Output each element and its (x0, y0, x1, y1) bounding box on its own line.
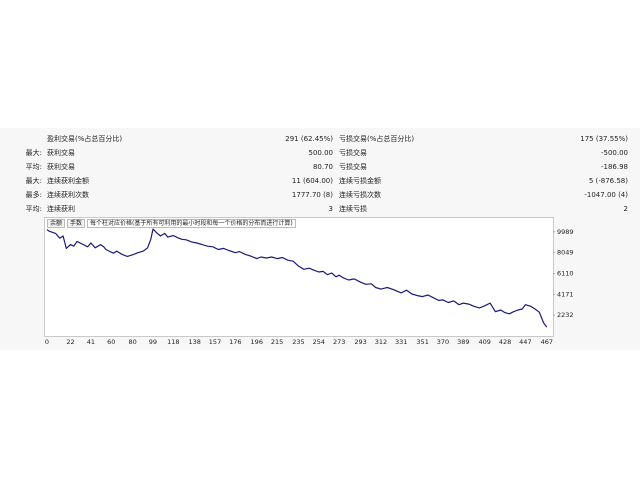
x-tick-label: 235 (292, 338, 304, 346)
tab-lots[interactable]: 手数 (67, 219, 86, 228)
x-tick-label: 273 (333, 338, 345, 346)
stats-row: 盈利交易(%占总百分比) 291 (62.45%) 亏损交易(%占总百分比) 1… (0, 132, 640, 146)
stats-row: 最多: 连续获利次数 1777.70 (8) 连续亏损次数 -1047.00 (… (0, 188, 640, 202)
row-label-2: 亏损交易 (339, 163, 367, 171)
row-prefix: 平均: (25, 163, 42, 171)
row-label: 盈利交易(%占总百分比) (47, 135, 123, 143)
row-label-2: 连续亏损金额 (339, 177, 381, 185)
row-label-2: 亏损交易 (339, 149, 367, 157)
row-prefix: 最多: (25, 191, 42, 199)
row-prefix: 最大: (25, 177, 42, 185)
row-label: 获利交易 (47, 149, 75, 157)
row-value-2: -1047.00 (4) (584, 191, 628, 199)
row-label-2: 连续亏损次数 (339, 191, 381, 199)
row-value-2: 5 (-876.58) (588, 177, 628, 185)
row-label: 连续获利 (47, 205, 75, 213)
row-value: 1777.70 (8) (291, 191, 333, 199)
x-tick-label: 118 (167, 338, 179, 346)
x-tick-label: 176 (229, 338, 241, 346)
x-tick-label: 389 (457, 338, 469, 346)
stats-row: 最大: 获利交易 500.00 亏损交易 -500.00 (0, 146, 640, 160)
y-tick-label: 2232 (557, 311, 574, 319)
row-value: 11 (604.00) (291, 177, 333, 185)
x-tick-label: 196 (251, 338, 263, 346)
row-label: 连续获利金额 (47, 177, 89, 185)
row-value: 291 (62.45%) (285, 135, 333, 143)
row-prefix: 平均: (25, 205, 42, 213)
chart-tab-bar: 余额 手数 每个柱对应价格(基于所有可利用的最小时段和每一个价格的分布而进行计算… (47, 219, 296, 228)
x-tick-label: 312 (375, 338, 387, 346)
row-label-2: 亏损交易(%占总百分比) (339, 135, 415, 143)
x-tick-label: 80 (128, 338, 136, 346)
row-value-2: 175 (37.55%) (580, 135, 628, 143)
row-value: 500.00 (308, 149, 334, 157)
y-tick-label: 6110 (557, 269, 574, 277)
x-tick-label: 60 (107, 338, 115, 346)
row-label-2: 连续亏损 (339, 205, 367, 213)
x-tick-label: 22 (66, 338, 74, 346)
x-tick-label: 351 (416, 338, 428, 346)
row-value: 80.70 (312, 163, 333, 171)
row-value-2: 2 (623, 205, 628, 213)
row-label: 获利交易 (47, 163, 75, 171)
x-tick-label: 447 (519, 338, 531, 346)
x-tick-label: 370 (437, 338, 449, 346)
row-prefix: 最大: (25, 149, 42, 157)
x-tick-label: 293 (354, 338, 366, 346)
row-value: 3 (328, 205, 333, 213)
x-tick-label: 0 (45, 338, 49, 346)
x-tick-label: 99 (149, 338, 157, 346)
row-value-2: -186.98 (600, 163, 628, 171)
x-tick-label: 254 (313, 338, 325, 346)
x-tick-label: 215 (271, 338, 283, 346)
x-tick-label: 157 (209, 338, 221, 346)
x-tick-label: 138 (188, 338, 200, 346)
balance-line (46, 228, 548, 328)
y-tick-label: 9989 (557, 228, 574, 236)
row-value-2: -500.00 (600, 149, 628, 157)
y-tick-label: 8049 (557, 249, 574, 257)
balance-chart: 余额 手数 每个柱对应价格(基于所有可利用的最小时段和每一个价格的分布而进行计算… (44, 217, 554, 337)
x-tick-label: 467 (541, 338, 553, 346)
x-tick-label: 331 (395, 338, 407, 346)
stats-row: 平均: 获利交易 80.70 亏损交易 -186.98 (0, 160, 640, 174)
tab-balance[interactable]: 余额 (47, 219, 66, 228)
y-tick-label: 4171 (557, 290, 574, 298)
stats-row: 最大: 连续获利金额 11 (604.00) 连续亏损金额 5 (-876.58… (0, 174, 640, 188)
chart-description: 每个柱对应价格(基于所有可利用的最小时段和每一个价格的分布而进行计算) (87, 219, 296, 228)
row-label: 连续获利次数 (47, 191, 89, 199)
x-tick-label: 409 (479, 338, 491, 346)
stats-row: 平均: 连续获利 3 连续亏损 2 (0, 202, 640, 216)
x-tick-label: 41 (87, 338, 95, 346)
x-tick-label: 428 (499, 338, 511, 346)
